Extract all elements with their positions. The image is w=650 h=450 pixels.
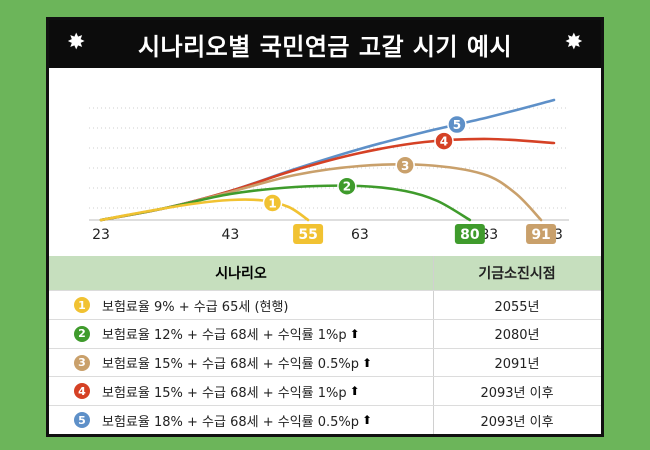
up-arrow-icon: ⬆	[362, 355, 373, 370]
scenario-text: 보험료율 15% + 수급 68세 + 수익률 1%p	[102, 385, 347, 401]
scenario-cell: 2 보험료율 12% + 수급 68세 + 수익률 1%p ⬆	[49, 324, 433, 343]
depletion-year: 2080년	[494, 328, 540, 344]
end-year-badge-3	[526, 224, 557, 244]
series-line-3	[99, 162, 543, 222]
scenario-text: 보험료율 9% + 수급 65세 (현행)	[102, 299, 289, 315]
star-right-icon: ✸	[564, 30, 583, 55]
scenario-text: 보험료율 18% + 수급 68세 + 수익률 0.5%p	[102, 414, 360, 430]
table-row: 2 보험료율 12% + 수급 68세 + 수익률 1%p ⬆ 2080년	[49, 318, 601, 348]
table-row: 5 보험료율 18% + 수급 68세 + 수익률 0.5%p ⬆ 2093년 이후	[49, 405, 601, 434]
series-line-1	[99, 198, 310, 222]
depletion-year: 2091년	[494, 357, 540, 373]
depletion-year: 2093년 이후	[480, 385, 554, 401]
series-marker-label-1: 1	[268, 196, 276, 210]
scenario-cell: 1 보험료율 9% + 수급 65세 (현행)	[49, 296, 433, 315]
up-arrow-icon: ⬆	[349, 326, 360, 341]
x-tick-label: 23	[92, 227, 110, 243]
series-marker-label-5: 5	[453, 118, 461, 132]
depletion-year: 2093년 이후	[480, 414, 554, 430]
series-marker-3	[395, 155, 415, 176]
title-bar: ✸ 시나리오별 국민연금 고갈 시기 예시 ✸	[49, 20, 601, 68]
up-arrow-icon: ⬆	[349, 384, 360, 399]
series-marker-label-3: 3	[401, 159, 409, 173]
depletion-year: 2055년	[494, 299, 540, 315]
series-line-2	[99, 184, 472, 222]
header-depletion: 기금소진시점	[478, 266, 556, 282]
series-marker-label-2: 2	[343, 180, 351, 194]
scenario-number-badge: 5	[74, 412, 90, 429]
scenario-cell: 5 보험료율 18% + 수급 68세 + 수익률 0.5%p ⬆	[49, 411, 433, 430]
series-marker-2	[337, 176, 357, 196]
end-year-label-2: 80	[460, 227, 480, 243]
table-header: 시나리오 기금소진시점	[49, 256, 601, 290]
series-marker-1	[262, 193, 283, 213]
chart-card: ✸ 시나리오별 국민연금 고갈 시기 예시 ✸ 1234523436383935…	[46, 17, 604, 437]
header-scenario: 시나리오	[215, 266, 267, 282]
chart-title: 시나리오별 국민연금 고갈 시기 예시	[137, 32, 513, 61]
up-arrow-icon: ⬆	[362, 413, 373, 428]
scenario-number-badge: 4	[74, 383, 90, 400]
scenario-number-badge: 3	[74, 354, 90, 371]
scenario-table: 시나리오 기금소진시점 1 보험료율 9% + 수급 65세 (현행) 2055년 2…	[49, 256, 601, 434]
series-marker-4	[434, 131, 454, 151]
end-year-badge-1	[293, 224, 324, 244]
end-year-label-1: 55	[298, 227, 317, 243]
scenario-number-badge: 1	[74, 297, 90, 313]
scenario-text: 보험료율 12% + 수급 68세 + 수익률 1%p	[102, 328, 347, 344]
table-row: 1 보험료율 9% + 수급 65세 (현행) 2055년	[49, 290, 601, 319]
scenario-cell: 4 보험료율 15% + 수급 68세 + 수익률 1%p ⬆	[49, 382, 433, 401]
line-chart: 123452343638393558091	[89, 98, 569, 244]
scenario-cell: 3 보험료율 15% + 수급 68세 + 수익률 0.5%p ⬆	[49, 353, 433, 372]
end-year-badge-2	[454, 224, 485, 244]
scenario-text: 보험료율 15% + 수급 68세 + 수익률 0.5%p	[102, 357, 360, 373]
x-tick-label: 43	[222, 227, 240, 243]
scenario-number-badge: 2	[74, 325, 90, 342]
series-marker-5	[447, 114, 467, 135]
end-year-label-3: 91	[531, 227, 550, 243]
star-left-icon: ✸	[67, 30, 86, 55]
column-divider	[433, 256, 434, 434]
table-row: 4 보험료율 15% + 수급 68세 + 수익률 1%p ⬆ 2093년 이후	[49, 376, 601, 405]
series-marker-label-4: 4	[440, 135, 448, 149]
table-row: 3 보험료율 15% + 수급 68세 + 수익률 0.5%p ⬆ 2091년	[49, 347, 601, 377]
x-tick-label: 63	[351, 227, 369, 243]
